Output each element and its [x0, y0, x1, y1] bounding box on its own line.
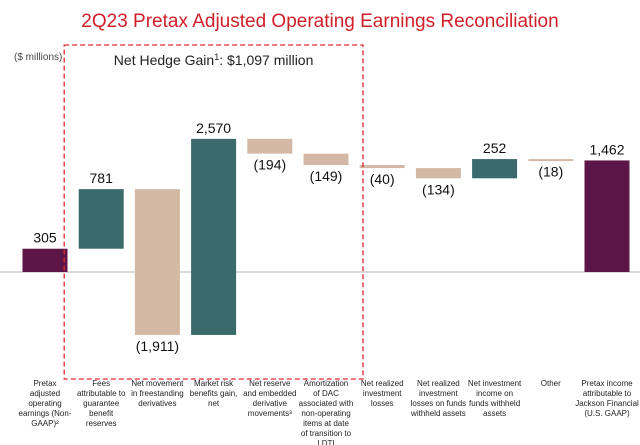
category-line-10-3: (U.S. GAAP) [584, 409, 630, 418]
bar-0 [22, 248, 68, 272]
category-line-10-0: Pretax income [581, 379, 633, 388]
category-line-4-1: and embedded [243, 389, 296, 398]
category-line-8-1: income on [476, 389, 513, 398]
category-label-8: Net investment income on funds withheld ass… [468, 379, 522, 418]
category-line-9-0: Other [541, 379, 561, 388]
category-line-4-0: Net reserve [249, 379, 291, 388]
category-line-7-0: Net realized [417, 379, 460, 388]
category-label-10: Pretax income attributable to Jackson Fina… [575, 379, 639, 418]
category-label-9: Other [541, 379, 561, 388]
bar-9 [528, 159, 574, 162]
category-line-1-0: Fees [92, 379, 110, 388]
category-line-6-0: Net realized [361, 379, 404, 388]
category-line-2-2: derivatives [138, 399, 176, 408]
annotation-rest: : $1,097 million [219, 52, 313, 68]
value-label-7: (134) [422, 181, 455, 197]
category-label-5: Amortization of DAC associated with non-ope… [299, 379, 354, 445]
bar-7 [415, 168, 461, 179]
bar-4 [247, 138, 293, 154]
value-label-10: 1,462 [589, 141, 624, 157]
hedge-annotation: Net Hedge Gain1: $1,097 million [114, 52, 314, 68]
category-label-7: Net realized investment losses on funds wit… [410, 379, 466, 418]
category-line-7-1: investment [419, 389, 458, 398]
value-label-1: 781 [90, 170, 114, 186]
category-line-5-4: items at date [303, 419, 349, 428]
category-label-4: Net reserve and embedded derivative movemen… [243, 379, 296, 418]
value-label-5: (149) [310, 168, 343, 184]
category-line-5-3: non-operating [301, 409, 350, 418]
bar-1 [78, 189, 124, 249]
unit-label: ($ millions) [14, 52, 62, 63]
category-line-2-1: in freestanding [131, 389, 183, 398]
category-line-3-0: Market risk [194, 379, 234, 388]
category-line-1-1: attributable to [77, 389, 126, 398]
category-line-0-3: earnings (Non- [19, 409, 72, 418]
hedge-bracket [63, 44, 364, 380]
category-label-6: Net realized investment losses [361, 379, 404, 408]
value-label-4: (194) [253, 157, 286, 173]
category-line-0-2: operating [28, 399, 61, 408]
category-line-1-4: reserves [86, 419, 117, 428]
category-line-1-2: guarantee [83, 399, 120, 408]
category-label-3: Market risk benefits gain, net [190, 379, 238, 408]
bar-6 [359, 165, 405, 169]
category-line-6-1: investment [363, 389, 402, 398]
bar-3 [191, 138, 237, 335]
category-line-4-2: derivative [253, 399, 288, 408]
bar-5 [303, 153, 349, 166]
category-line-5-1: of DAC [313, 389, 339, 398]
value-label-0: 305 [33, 230, 57, 246]
category-line-7-3: withheld assets [410, 409, 466, 418]
value-label-2: (1,911) [136, 338, 179, 354]
category-line-0-4: GAAP)² [31, 419, 59, 428]
bar-10 [584, 160, 630, 272]
category-line-5-0: Amortization [304, 379, 348, 388]
annotation-superscript: 1 [214, 52, 219, 62]
value-label-6: (40) [370, 171, 395, 187]
category-line-2-0: Net movement [131, 379, 184, 388]
category-line-3-1: benefits gain, [190, 389, 238, 398]
category-line-5-5: of transition to [301, 429, 352, 438]
chart-title: 2Q23 Pretax Adjusted Operating Earnings … [81, 11, 558, 32]
category-line-1-3: benefit [89, 409, 114, 418]
category-line-6-2: losses [371, 399, 394, 408]
category-label-0: Pretax adjusted operating earnings (Non-GAA… [19, 379, 72, 428]
category-line-3-2: net [208, 399, 220, 408]
category-line-7-2: losses on funds [411, 399, 467, 408]
bar-2 [134, 189, 180, 335]
value-label-8: 252 [483, 140, 507, 156]
value-label-3: 2,570 [196, 120, 231, 136]
plot-area: 305 Pretax adjusted operating earnings (Non-… [0, 44, 640, 445]
category-line-5-6: LDTI [317, 439, 334, 445]
annotation-main: Net Hedge Gain [114, 52, 214, 68]
category-line-8-2: funds withheld [469, 399, 520, 408]
category-line-4-3: movements³ [248, 409, 292, 418]
category-line-8-0: Net investment [468, 379, 522, 388]
value-label-9: (18) [538, 163, 563, 179]
category-line-10-1: attributable to [583, 389, 632, 398]
category-label-2: Net movement in freestanding derivatives [131, 379, 184, 408]
bar-8 [472, 159, 518, 179]
category-line-5-2: associated with [299, 399, 354, 408]
category-line-0-1: adjusted [30, 389, 60, 398]
category-label-1: Fees attributable to guarantee benefit reser… [77, 379, 126, 428]
category-line-10-2: Jackson Financial [575, 399, 639, 408]
category-line-8-3: assets [483, 409, 506, 418]
category-line-0-0: Pretax [33, 379, 56, 388]
